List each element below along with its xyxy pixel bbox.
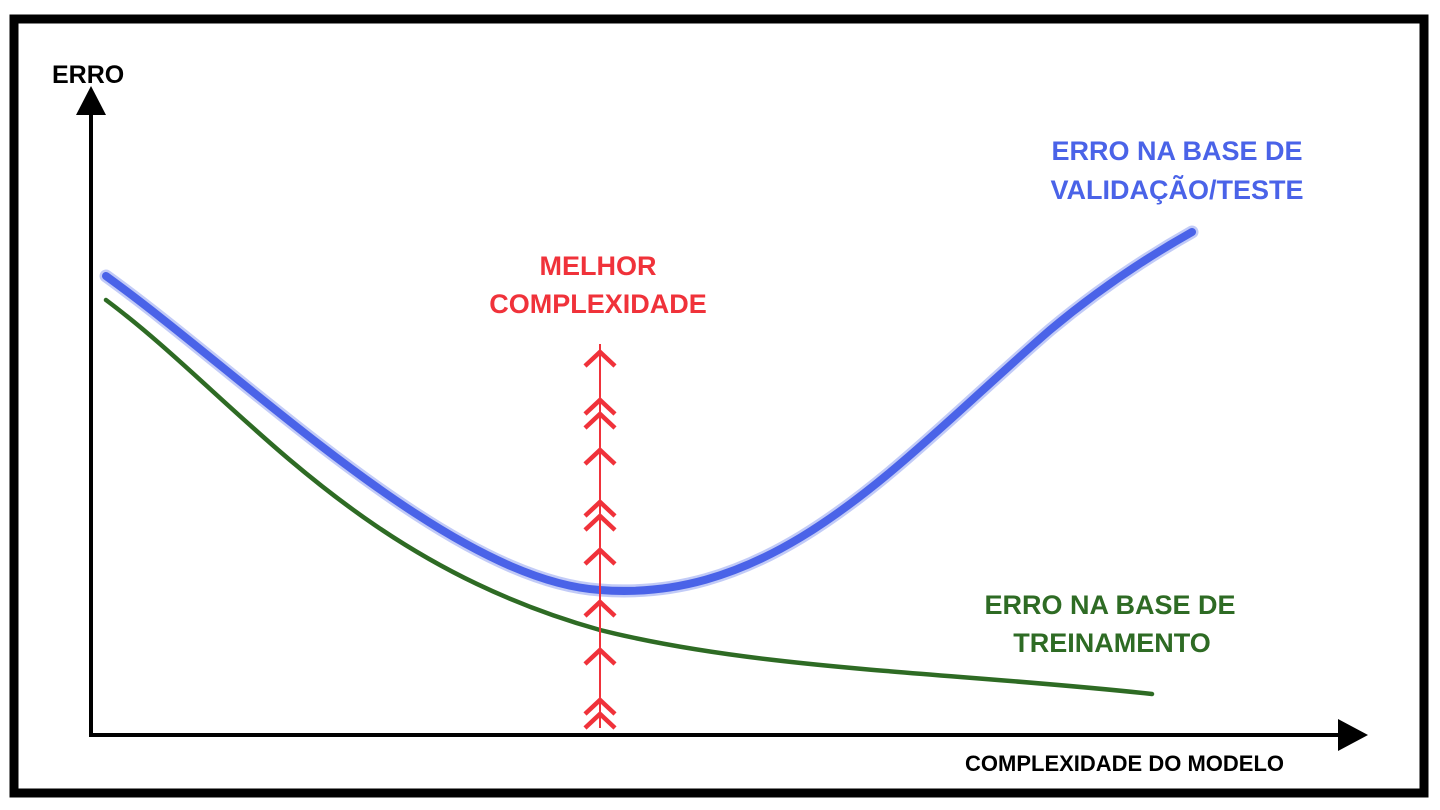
chevron-up-icon (583, 446, 617, 466)
diagram-frame (9, 14, 1429, 798)
best-complexity-marker (583, 348, 617, 730)
training-label-line1: ERRO NA BASE DE (984, 590, 1235, 620)
chevron-up-icon (583, 646, 617, 666)
validation-error-curve (102, 228, 1196, 595)
chevron-up-icon (583, 396, 617, 416)
best-complexity-label-line1: MELHOR (540, 251, 657, 281)
chevron-up-icon (583, 512, 617, 532)
validation-error-curve-glow (99, 225, 1199, 598)
y-axis-label: ERRO (52, 61, 124, 89)
x-axis-label: COMPLEXIDADE DO MODELO (965, 751, 1284, 776)
training-label-line2: TREINAMENTO (1013, 628, 1211, 658)
validation-label-line2: VALIDAÇÃO/TESTE (1050, 174, 1303, 205)
y-axis-arrow-icon (76, 86, 106, 115)
y-axis (76, 86, 106, 736)
chevron-up-icon (583, 498, 617, 518)
x-axis (89, 719, 1368, 751)
chevron-up-icon (583, 410, 617, 430)
chevron-up-icon (583, 348, 617, 368)
validation-label-line1: ERRO NA BASE DE (1051, 136, 1302, 166)
chevron-up-icon (583, 696, 617, 716)
chevron-up-icon (583, 546, 617, 566)
x-axis-arrow-icon (1338, 719, 1368, 751)
chevron-up-icon (583, 598, 617, 618)
best-complexity-label-line2: COMPLEXIDADE (489, 289, 707, 319)
training-error-curve (103, 297, 1155, 697)
chevron-up-icon (583, 710, 617, 730)
